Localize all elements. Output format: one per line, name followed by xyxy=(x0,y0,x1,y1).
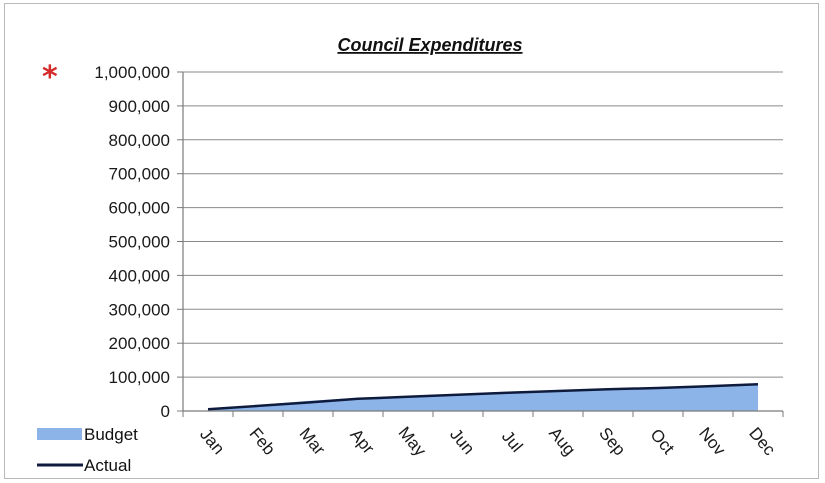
legend-swatch-budget xyxy=(37,428,82,440)
series-actual-line xyxy=(207,382,759,411)
plot-area xyxy=(207,382,759,411)
series-budget-area xyxy=(208,383,758,411)
x-tick-label: Aug xyxy=(545,424,579,459)
y-tick-label: 500,000 xyxy=(109,233,170,252)
y-tick-label: 200,000 xyxy=(109,334,170,353)
y-tick-label: 0 xyxy=(161,402,170,421)
legend: Budget Actual xyxy=(37,425,138,475)
y-tick-label: 800,000 xyxy=(109,131,170,150)
y-axis-labels: 0 100,000 200,000 300,000 400,000 500,000 600,… xyxy=(94,63,170,421)
x-tick-label: Mar xyxy=(296,424,330,459)
gridlines xyxy=(183,71,783,378)
annotation-asterisk: * xyxy=(42,60,58,95)
y-tick-label: 100,000 xyxy=(109,368,170,387)
chart-title: Council Expenditures xyxy=(337,35,522,55)
y-tick-label: 600,000 xyxy=(109,199,170,218)
x-tick-label: Oct xyxy=(646,425,678,458)
x-tick-label: Jun xyxy=(446,425,478,458)
legend-label-actual: Actual xyxy=(84,456,131,475)
chart-canvas: Council Expenditures 0 100,000 200,000 300,… xyxy=(37,35,784,475)
y-tick-label: 700,000 xyxy=(109,165,170,184)
x-tick-label: May xyxy=(395,423,431,460)
x-tick-label: Dec xyxy=(745,424,779,460)
x-tick-label: Feb xyxy=(246,424,279,459)
x-tick-label: Jul xyxy=(498,427,527,456)
x-tick-label: Nov xyxy=(695,424,729,460)
x-tick-label: Sep xyxy=(595,424,629,459)
axes xyxy=(177,71,784,417)
chart-frame: Council Expenditures 0 100,000 200,000 300,… xyxy=(4,3,819,479)
x-tick-label: Apr xyxy=(346,425,378,458)
y-tick-label: 400,000 xyxy=(109,266,170,285)
legend-label-budget: Budget xyxy=(84,425,138,444)
x-tick-label: Jan xyxy=(196,425,228,458)
y-tick-label: 300,000 xyxy=(109,300,170,319)
y-tick-label: 900,000 xyxy=(109,97,170,116)
x-axis-labels: Jan Feb Mar Apr May Jun Jul Aug Sep Oct Nov Dec xyxy=(196,423,779,460)
y-tick-label: 1,000,000 xyxy=(94,63,170,82)
